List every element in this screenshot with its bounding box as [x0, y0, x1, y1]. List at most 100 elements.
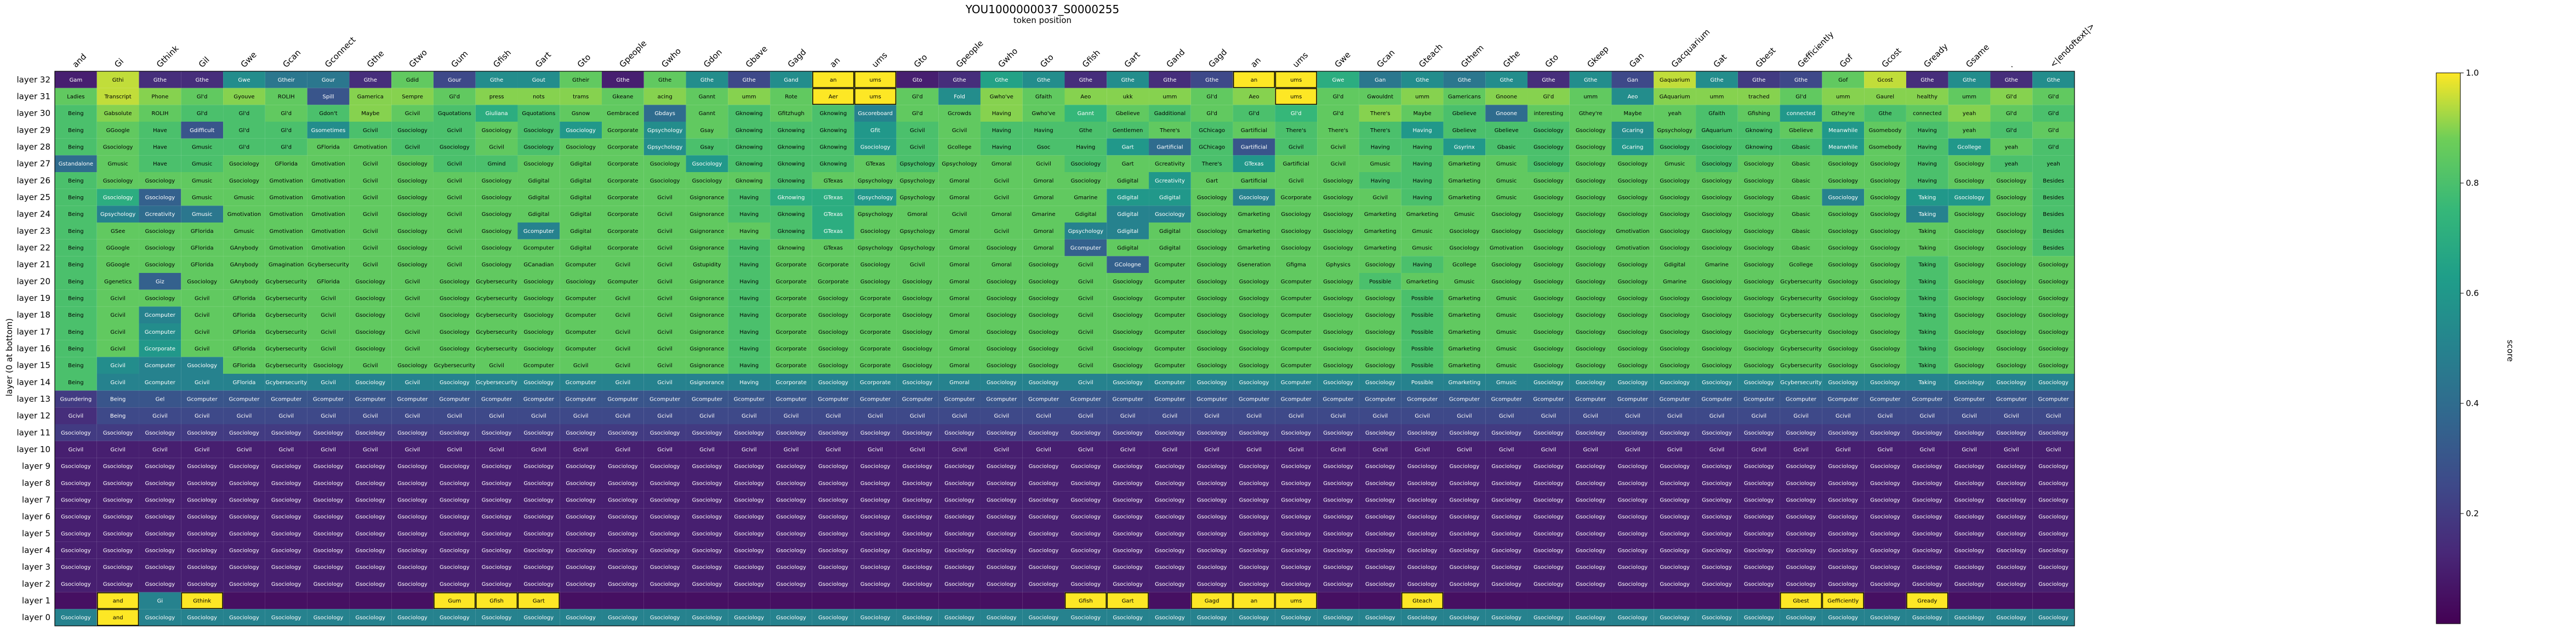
cell-label: Gmarine [1074, 195, 1097, 201]
cell-label: Gcomputer [145, 363, 176, 369]
cell-label: Gcollege [1452, 262, 1477, 268]
cell-label: Gsociology [902, 548, 932, 554]
heatmap-cell [391, 105, 434, 122]
cell-label: Having [1918, 178, 1937, 184]
cell-label: Gsociology [1407, 548, 1438, 554]
cell-label: Gsociology [187, 430, 217, 436]
heatmap-cell [1107, 88, 1149, 105]
cell-label: Gsociology [734, 498, 764, 504]
y-tick-label: layer 24 [17, 209, 51, 219]
cell-label: Gsociology [314, 548, 344, 554]
heatmap-cell [265, 105, 307, 122]
cell-label: Being [68, 246, 83, 252]
cell-label: Gknowing [778, 178, 805, 184]
x-tick-label: Gthe [365, 48, 386, 69]
cell-label: Gsociology [1365, 481, 1395, 487]
cell-label: Gsociology [1239, 564, 1269, 571]
cell-label: Gcomputer [566, 346, 597, 352]
cell-label: Gsociology [397, 212, 428, 218]
cell-label: Gcomputer [1239, 397, 1270, 403]
heatmap-cell [265, 592, 307, 609]
y-tick-label: layer 32 [17, 75, 51, 84]
cell-label: Gcorporate [860, 346, 891, 352]
cell-label: connected [1787, 111, 1815, 117]
cell-label: Gsociology [1660, 531, 1690, 537]
colorbar-ticks: 0.20.40.60.81.0 [2460, 68, 2479, 518]
y-tick-label: layer 9 [22, 461, 50, 471]
cell-label: Gcivil [110, 296, 126, 302]
cell-label: Gcomputer [397, 397, 429, 403]
cell-label: Possible [1411, 312, 1433, 318]
cell-label: Gseneration [1237, 262, 1270, 268]
cell-label: Gcomputer [692, 397, 723, 403]
cell-label: Aeo [1627, 94, 1638, 100]
cell-label: Gsociology [1450, 615, 1480, 621]
cell-label: Having [739, 246, 759, 252]
cell-label: Gcivil [657, 363, 673, 369]
cell-label: Gsociology [397, 161, 428, 167]
cell-label: Gsociology [1323, 531, 1353, 537]
cell-label: Gcollege [1957, 145, 1981, 151]
cell-label: Gcybersecurity [1780, 346, 1822, 352]
cell-label: Gcivil [1078, 363, 1093, 369]
cell-label: Gl'd [2048, 111, 2059, 117]
cell-label: Gthe [1163, 77, 1176, 83]
cell-label: Gsociology [187, 363, 217, 369]
cell-label: Gsociology [987, 329, 1017, 335]
cell-label: Gmusic [107, 161, 128, 167]
cell-label: Gsociology [1997, 229, 2027, 235]
cell-label: Gl'd [1796, 94, 1806, 100]
cell-label: Gsociology [1618, 346, 1648, 352]
cell-label: Gcivil [363, 246, 378, 252]
heatmap-cell [1990, 88, 2033, 105]
cell-label: Gsociology [355, 380, 385, 386]
cell-label: Gsociology [1197, 548, 1227, 554]
cell-label: Possible [1369, 279, 1391, 285]
cell-label: Gcivil [363, 128, 378, 134]
cell-label: Gcybersecurity [307, 262, 349, 268]
cell-label: Gcybersecurity [476, 380, 517, 386]
cell-label: Gthe [153, 77, 167, 83]
cell-label: GFlorida [191, 262, 214, 268]
cell-label: Taking [1918, 329, 1936, 335]
cell-label: Gto [913, 77, 922, 83]
cell-label: Gsociology [524, 498, 554, 504]
cell-label: Gpsychology [647, 128, 682, 134]
cell-label: Gsociology [650, 548, 680, 554]
cell-label: Gcorporate [776, 296, 806, 302]
cell-label: Gsociology [1281, 430, 1311, 436]
y-tick-label: layer 16 [17, 344, 51, 353]
cell-label: Gsociology [1576, 128, 1606, 134]
heatmap-cell [475, 71, 518, 88]
cell-label: Gsociology [1113, 548, 1143, 554]
y-tick-label: layer 20 [17, 276, 51, 286]
cell-label: Gsociology [1323, 195, 1353, 201]
cell-label: Gcorporate [607, 212, 638, 218]
heatmap-cell [55, 105, 97, 122]
cell-label: interesting [1534, 111, 1563, 117]
heatmap-cell [96, 88, 139, 105]
cell-label: Gmotivation [1616, 229, 1650, 235]
y-tick-label: layer 26 [17, 175, 51, 185]
cell-label: Gsociology [2038, 581, 2068, 588]
cell-label: Gmoral [991, 262, 1012, 268]
cell-label: Gsociology [1450, 531, 1480, 537]
cell-label: Gcivil [657, 246, 673, 252]
heatmap-cell [1107, 71, 1149, 88]
cell-label: Gdigital [570, 246, 591, 252]
cell-label: Gsociology [1660, 346, 1690, 352]
heatmap-cell [1359, 88, 1401, 105]
cell-label: Ladies [67, 94, 84, 100]
cell-label: Gsociology [818, 464, 848, 470]
cell-label: Gsociology [776, 581, 806, 588]
cell-label: Gquotations [522, 111, 555, 117]
heatmap-cell [770, 592, 812, 609]
y-tick-label: layer 29 [17, 125, 51, 135]
cell-label: Gcivil [405, 380, 420, 386]
cell-label: Gsociology [608, 531, 638, 537]
cell-label: GChicago [1199, 128, 1225, 134]
cell-label: Gmarketing [1448, 312, 1480, 318]
heatmap-cell [938, 592, 981, 609]
cell-label: Gsociology [2038, 262, 2068, 268]
cell-label: Gcivil [994, 413, 1010, 419]
